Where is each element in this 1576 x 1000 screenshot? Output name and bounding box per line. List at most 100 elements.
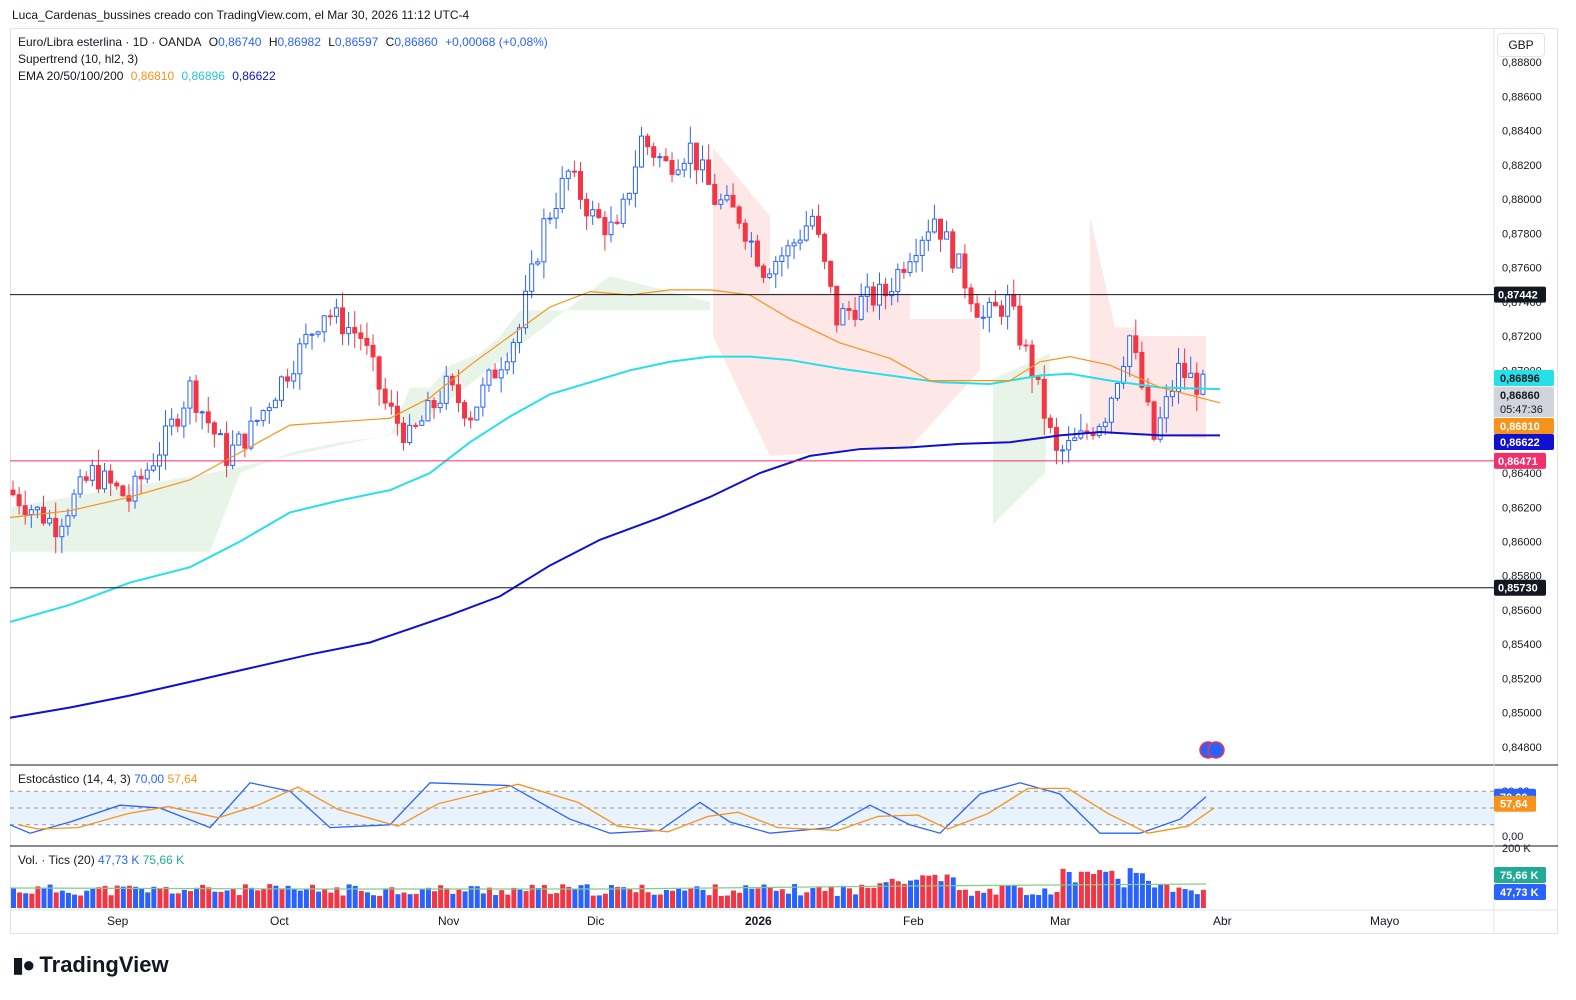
volume-bar xyxy=(145,892,151,908)
volume-bar xyxy=(926,875,932,908)
stochastic-d-tag-label: 57,64 xyxy=(1500,799,1528,811)
volume-bar xyxy=(834,895,840,908)
volume-bar xyxy=(78,895,84,908)
volume-bar xyxy=(1127,868,1133,908)
tradingview-logo[interactable]: ▮● TradingView xyxy=(12,952,169,978)
candle-body xyxy=(1188,372,1194,378)
candle-body xyxy=(1182,362,1188,378)
volume-bar xyxy=(450,893,456,908)
candle-body xyxy=(565,170,571,179)
volume-bar xyxy=(1182,889,1188,908)
volume-bar xyxy=(981,892,987,908)
volume-bar xyxy=(615,887,621,908)
volume-bar xyxy=(23,893,29,908)
candle-body xyxy=(1145,386,1151,403)
candle-body xyxy=(132,475,138,502)
candle-body xyxy=(297,343,303,375)
volume-bar xyxy=(1103,871,1109,908)
candle-body xyxy=(1139,351,1145,388)
volume-bar xyxy=(194,887,200,908)
price-tick-label: 0,86000 xyxy=(1502,536,1542,548)
candle-body xyxy=(462,402,468,419)
volume-bar xyxy=(218,891,224,908)
volume-bar xyxy=(334,887,340,908)
price-tick-label: 0,88400 xyxy=(1502,126,1542,138)
volume-bar xyxy=(804,892,810,908)
candle-body xyxy=(1011,294,1017,307)
currency-button[interactable]: GBP xyxy=(1497,33,1545,57)
candle-body xyxy=(193,380,199,413)
candle-body xyxy=(364,337,370,346)
volume-value-2: 75,66 K xyxy=(142,853,185,867)
volume-bar xyxy=(1060,868,1066,908)
volume-bar xyxy=(627,889,633,908)
volume-bar xyxy=(346,884,352,908)
volume-bar xyxy=(712,884,718,908)
time-axis-label: Sep xyxy=(107,914,129,928)
candle-body xyxy=(840,308,846,326)
volume-bar xyxy=(41,888,47,908)
candle-body xyxy=(590,209,596,217)
ema100-value: 0,86622 xyxy=(232,69,276,83)
candle-body xyxy=(529,263,535,292)
price-tick-label: 0,86400 xyxy=(1502,468,1542,480)
volume-bar xyxy=(602,893,608,908)
volume-bar xyxy=(432,891,438,908)
volume-bar xyxy=(1023,895,1029,908)
price-tag xyxy=(1494,418,1554,434)
volume-bar xyxy=(261,888,267,908)
close-value: 0,86860 xyxy=(394,35,438,49)
volume-bar xyxy=(1084,871,1090,908)
chart-frame xyxy=(10,28,1558,934)
volume-bar xyxy=(310,884,315,908)
candle-body xyxy=(938,218,944,240)
volume-bar xyxy=(242,884,248,908)
volume-bar xyxy=(505,894,511,908)
volume-bar xyxy=(1109,870,1115,908)
candle-body xyxy=(675,169,681,175)
candle-body xyxy=(559,177,565,209)
candle-body xyxy=(730,194,736,208)
volume-bar xyxy=(438,885,444,908)
volume-bar xyxy=(1091,873,1097,908)
volume-bar xyxy=(761,884,767,908)
price-tick-label: 0,85000 xyxy=(1502,708,1542,720)
price-tick-label: 0,86200 xyxy=(1502,502,1542,514)
candle-body xyxy=(1041,378,1047,419)
volume-bar xyxy=(1011,885,1017,908)
volume-bar xyxy=(90,888,96,908)
horizontal-level-label: 0,87442 xyxy=(1498,290,1538,302)
volume-bar xyxy=(999,885,1005,908)
candle-body xyxy=(388,402,394,407)
volume-bar xyxy=(657,894,663,908)
volume-bar xyxy=(480,893,486,908)
candle-body xyxy=(1047,417,1053,428)
candle-body xyxy=(1133,335,1139,353)
stochastic-tick-label: 0,00 xyxy=(1502,831,1523,843)
candle-body xyxy=(651,146,657,158)
volume-bar xyxy=(407,894,413,908)
change-value: +0,00068 (+0,08%) xyxy=(445,35,548,49)
volume-bar xyxy=(932,874,938,908)
candle-body xyxy=(852,310,858,320)
volume-bar xyxy=(535,888,541,908)
candle-body xyxy=(883,283,889,297)
volume-bar xyxy=(11,888,16,908)
price-tick-label: 0,85600 xyxy=(1502,605,1542,617)
close-label: C xyxy=(385,35,395,49)
volume-bar xyxy=(1200,889,1206,908)
candle-body xyxy=(706,159,712,185)
candle-body xyxy=(999,305,1005,317)
time-axis-label: 2026 xyxy=(745,914,772,928)
volume-bar xyxy=(340,895,346,908)
volume-bar xyxy=(914,879,920,908)
candle-body xyxy=(187,380,193,409)
volume-bar xyxy=(53,892,59,908)
volume-bar xyxy=(670,890,676,908)
volume-ma-line xyxy=(9,883,1207,890)
candle-body xyxy=(1005,294,1011,317)
volume-bar xyxy=(596,895,602,908)
candle-body xyxy=(65,515,71,527)
event-icon-2 xyxy=(1207,741,1225,759)
